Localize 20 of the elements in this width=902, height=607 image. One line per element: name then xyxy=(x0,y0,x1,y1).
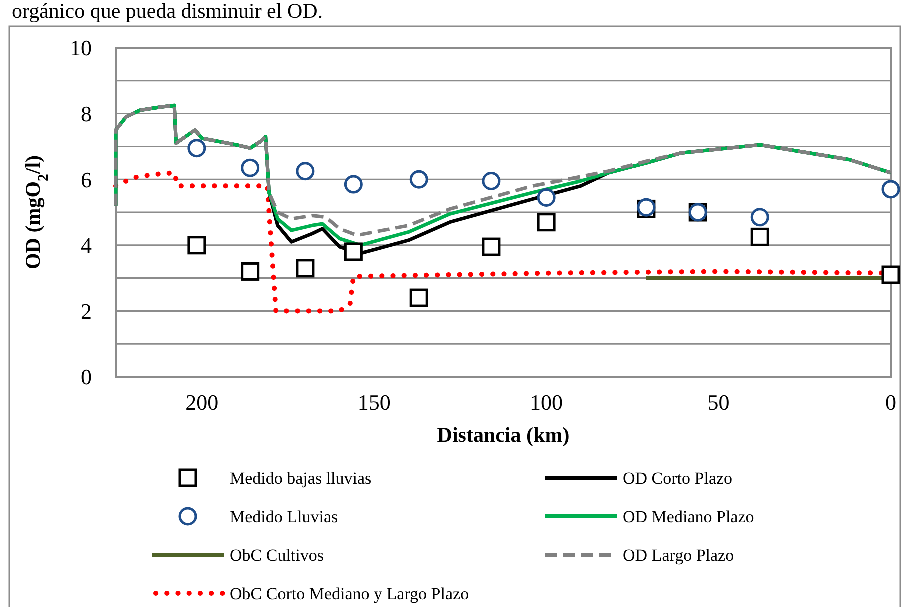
y-tick-label: 6 xyxy=(81,167,92,192)
legend-label: ObC Cultivos xyxy=(230,546,324,565)
y-tick-label: 4 xyxy=(81,233,92,258)
x-tick-label: 0 xyxy=(886,390,896,415)
y-tick-label: 0 xyxy=(81,364,92,390)
x-tick-label: 50 xyxy=(708,390,730,415)
legend-label: OD Corto Plazo xyxy=(623,468,733,488)
text: orgánico que pueda disminuir el OD. xyxy=(12,0,324,23)
legend-label: OD Largo Plazo xyxy=(623,546,734,565)
y-tick-label: 2 xyxy=(81,298,92,324)
x-tick-label: 100 xyxy=(530,390,564,415)
x-tick-label: 200 xyxy=(186,390,219,415)
x-axis-title: Distancia (km) xyxy=(437,423,570,447)
legend-label: OD Mediano Plazo xyxy=(623,507,754,526)
y-tick-label: 10 xyxy=(70,36,92,61)
x-tick-label: 150 xyxy=(358,390,391,415)
y-tick-label: 8 xyxy=(81,102,92,126)
legend-label: Medido Lluvias xyxy=(230,507,338,526)
legend-label: ObC Corto Mediano y Largo Plazo xyxy=(230,584,470,604)
legend-label: Medido bajas lluvias xyxy=(230,468,372,488)
